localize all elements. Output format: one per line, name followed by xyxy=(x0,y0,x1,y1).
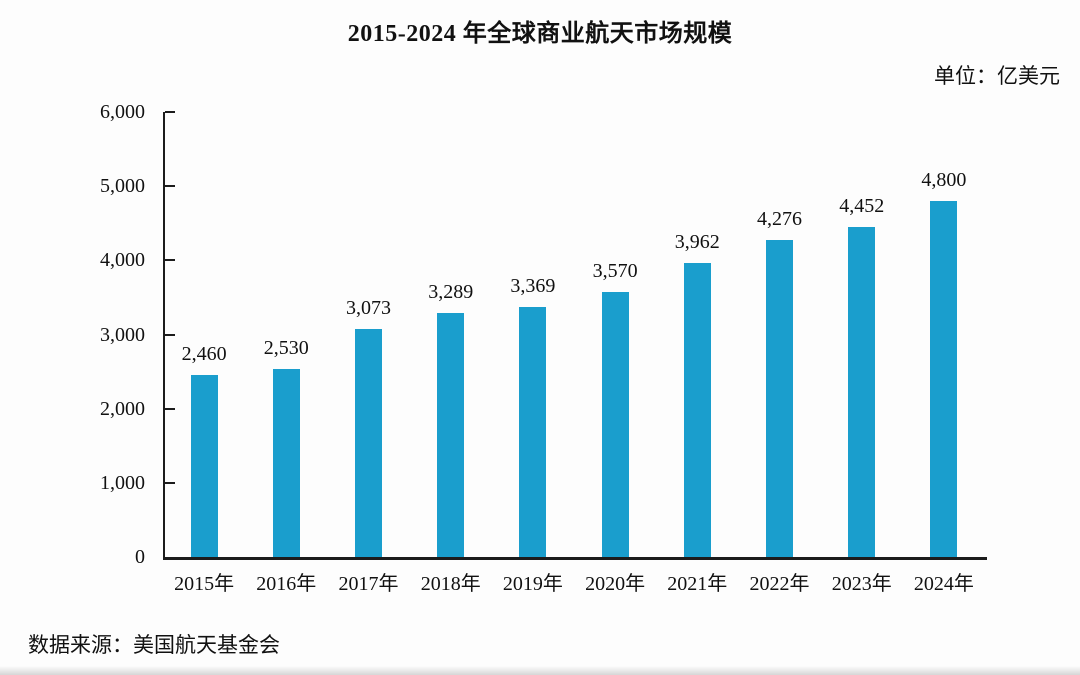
y-axis-tick-label: 2,000 xyxy=(100,397,145,420)
y-axis-tick-label: 0 xyxy=(135,546,145,568)
x-axis-tick-label: 2021年 xyxy=(667,573,728,595)
x-axis-tick-label: 2015年 xyxy=(174,573,235,595)
bar-value-label: 2,460 xyxy=(181,342,227,365)
bar xyxy=(930,201,958,557)
x-axis-tick-label: 2018年 xyxy=(420,573,481,595)
y-axis-tick-mark xyxy=(165,333,175,336)
bar xyxy=(437,313,465,557)
data-source: 数据来源：美国航天基金会 xyxy=(28,633,280,657)
bar xyxy=(766,239,793,557)
y-axis-tick-mark xyxy=(165,481,175,484)
bar-value-label: 4,800 xyxy=(921,169,967,191)
x-axis-tick-label: 2019年 xyxy=(502,573,563,595)
bar xyxy=(190,374,218,557)
bar-value-label: 2,530 xyxy=(263,337,309,360)
chart-title: 2015-2024 年全球商业航天市场规模 xyxy=(347,21,733,47)
page-bottom-edge xyxy=(0,666,1080,675)
bar xyxy=(848,226,876,557)
bar-value-label: 4,452 xyxy=(839,194,885,217)
y-axis-tick-mark xyxy=(165,185,175,188)
bar-value-label: 4,276 xyxy=(757,207,802,230)
x-axis-tick-label: 2020年 xyxy=(585,573,646,595)
y-axis-tick-mark xyxy=(165,259,175,262)
bar xyxy=(355,329,382,557)
y-axis-tick-mark xyxy=(165,407,175,410)
x-axis-tick-label: 2024年 xyxy=(913,573,974,595)
y-axis-tick-label: 5,000 xyxy=(100,175,145,198)
bar xyxy=(272,369,300,557)
bar-value-label: 3,570 xyxy=(592,260,638,283)
bar-value-label: 3,962 xyxy=(674,231,720,254)
x-axis-tick-label: 2016年 xyxy=(256,573,317,595)
bar-value-label: 3,073 xyxy=(346,297,391,320)
x-axis-tick-label: 2017年 xyxy=(338,573,399,595)
bar-value-label: 3,289 xyxy=(428,281,474,304)
y-axis-tick-label: 3,000 xyxy=(100,323,145,346)
y-axis-tick-label: 4,000 xyxy=(100,249,145,272)
bar-value-label: 3,369 xyxy=(510,275,556,298)
y-axis-tick-label: 1,000 xyxy=(100,471,145,494)
y-axis-tick-label: 6,000 xyxy=(100,101,145,123)
plot-area xyxy=(163,112,987,560)
y-axis-tick-mark xyxy=(165,111,175,113)
bar xyxy=(683,263,711,557)
x-axis-tick-label: 2022年 xyxy=(749,573,810,595)
unit-label: 单位：亿美元 xyxy=(934,64,1060,88)
bar xyxy=(601,292,629,557)
bar xyxy=(519,307,547,557)
x-axis-tick-label: 2023年 xyxy=(831,573,892,595)
